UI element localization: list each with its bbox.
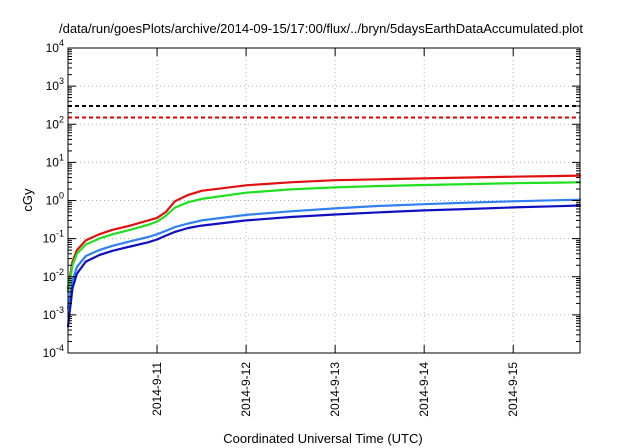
series-line <box>66 204 582 328</box>
series-line <box>66 198 582 310</box>
x-tick-label: 2014-9-12 <box>239 362 253 417</box>
x-tick-label: 2014-9-13 <box>328 362 342 417</box>
x-axis: 2014-9-11 2014-9-12 2014-9-13 2014-9-14 2014… <box>150 48 520 417</box>
chart-title: /data/run/goesPlots/archive/2014-09-15/1… <box>59 21 583 36</box>
y-axis-label: cGy <box>20 188 35 212</box>
x-tick-label: 2014-9-11 <box>150 362 164 416</box>
y-tick-label: 10-1 <box>43 229 64 246</box>
y-tick-label: 104 <box>46 38 64 55</box>
y-tick-label: 102 <box>46 114 64 131</box>
series-line <box>66 181 582 293</box>
y-tick-label: 103 <box>46 76 64 93</box>
y-tick-label: 10-3 <box>43 305 64 322</box>
series-group <box>66 174 582 328</box>
reference-lines <box>68 105 580 119</box>
y-tick-label: 10-4 <box>43 343 64 360</box>
y-tick-label: 101 <box>46 152 64 169</box>
x-tick-label: 2014-9-14 <box>417 362 431 417</box>
x-tick-label: 2014-9-15 <box>506 362 520 417</box>
y-tick-label: 100 <box>46 191 64 208</box>
y-axis: 10-4 10-3 10-2 10-1 100 101 102 103 104 <box>43 38 580 360</box>
series-line <box>66 174 582 290</box>
x-axis-label: Coordinated Universal Time (UTC) <box>223 431 422 446</box>
y-tick-label: 10-2 <box>43 267 64 284</box>
